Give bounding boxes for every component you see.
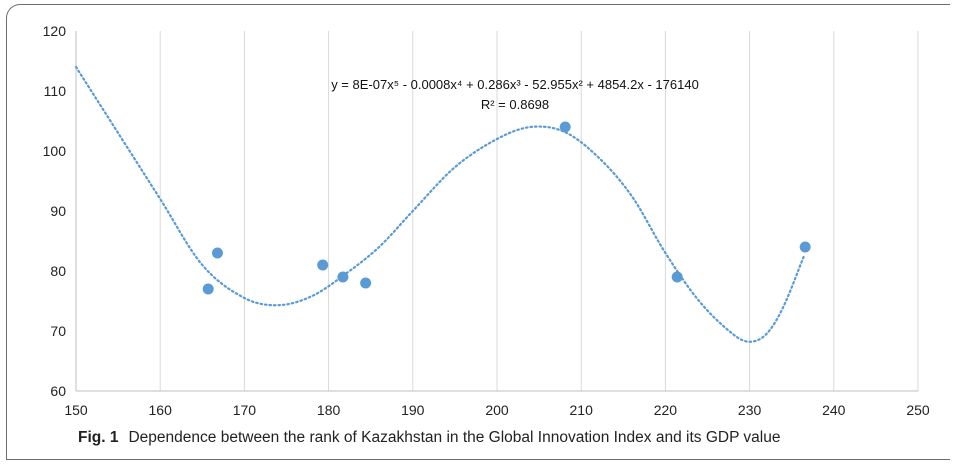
y-tick-label: 120 (43, 23, 67, 39)
x-tick-label: 250 (906, 402, 930, 418)
trendline-equation: y = 8E-07x⁵ - 0.0008x⁴ + 0.286x³ - 52.95… (331, 77, 699, 92)
x-tick-label: 150 (64, 402, 88, 418)
figure-label: Fig. 1 (78, 429, 119, 446)
y-tick-label: 100 (43, 143, 67, 159)
x-tick-label: 230 (738, 402, 762, 418)
x-tick-labels: 150 160 170 180 190 200 210 220 230 240 250 (64, 402, 930, 418)
data-point (360, 277, 372, 289)
trendline (74, 65, 806, 343)
data-point (799, 241, 811, 253)
y-tick-label: 80 (50, 263, 66, 279)
figure-caption: Fig. 1 Dependence between the rank of Kaz… (78, 429, 781, 447)
figure-frame (6, 4, 950, 460)
x-tick-label: 170 (233, 402, 257, 418)
data-points (202, 121, 811, 295)
x-tick-label: 180 (317, 402, 341, 418)
y-tick-label: 110 (44, 83, 67, 99)
axes (75, 31, 918, 392)
x-tick-label: 240 (822, 402, 846, 418)
data-point (337, 271, 349, 283)
r-squared-label: R² = 0.8698 (481, 97, 549, 112)
y-tick-labels: 60 70 80 90 100 110 120 (43, 23, 67, 399)
y-tick-label: 90 (50, 203, 66, 219)
y-tick-label: 70 (50, 323, 66, 339)
data-point (559, 121, 571, 133)
data-point (317, 259, 329, 271)
data-point (202, 283, 214, 295)
figure-caption-text: Dependence between the rank of Kazakhsta… (128, 429, 781, 446)
x-tick-label: 160 (149, 402, 173, 418)
x-tick-label: 220 (654, 402, 678, 418)
data-point (671, 271, 683, 283)
x-tick-label: 200 (485, 402, 509, 418)
x-tick-label: 210 (570, 402, 594, 418)
y-tick-label: 60 (50, 383, 66, 399)
x-tick-label: 190 (401, 402, 425, 418)
data-point (211, 247, 223, 259)
